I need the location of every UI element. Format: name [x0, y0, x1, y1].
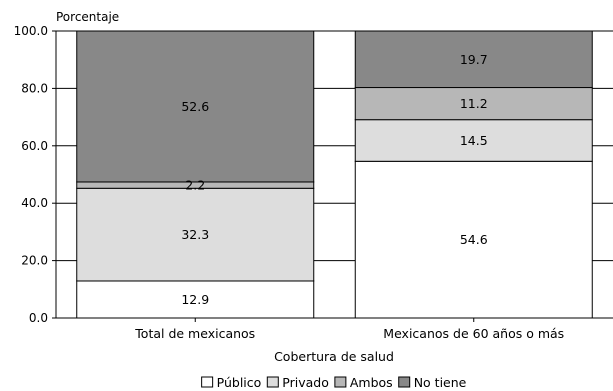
value-label: 2.2 — [185, 178, 205, 193]
bar-segment — [76, 280, 315, 319]
y-tick-label: 0.0 — [29, 311, 48, 325]
x-axis-category-labels: Total de mexicanos Mexicanos de 60 años o… — [134, 318, 564, 341]
legend-swatch — [398, 376, 411, 388]
legend-label: Privado — [282, 375, 329, 390]
y-tick-label: 60.0 — [21, 139, 48, 153]
y-tick-label: 80.0 — [21, 81, 48, 95]
legend: Público Privado Ambos No tiene — [201, 375, 467, 390]
bar-segment — [76, 30, 315, 183]
y-axis-ticks: 0.0 20.0 40.0 60.0 80.0 100.0 — [14, 24, 56, 325]
legend-swatch — [201, 376, 214, 388]
y-axis-title: Porcentaje — [56, 10, 119, 24]
y-tick-label: 100.0 — [14, 24, 48, 38]
value-label: 19.7 — [460, 52, 488, 67]
y-tick-label: 20.0 — [21, 254, 48, 268]
value-labels: 12.9 32.3 2.2 52.6 54.6 14.5 11.2 19.7 — [181, 52, 487, 307]
legend-swatch — [266, 376, 279, 388]
legend-item: Ambos — [334, 375, 393, 390]
bar-segment — [354, 119, 593, 162]
bar-stacks — [76, 30, 593, 319]
x-category-label: Mexicanos de 60 años o más — [383, 326, 564, 341]
value-label: 54.6 — [460, 232, 488, 247]
y-tick-label: 40.0 — [21, 196, 48, 210]
bar-segment — [354, 30, 593, 89]
legend-label: Ambos — [350, 375, 393, 390]
legend-item: Público — [201, 375, 262, 390]
bar-segment — [76, 187, 315, 282]
legend-swatch — [334, 376, 347, 388]
bar-segment — [354, 160, 593, 319]
axes — [55, 31, 613, 319]
x-axis-title: Cobertura de salud — [274, 349, 394, 364]
value-label: 32.3 — [181, 227, 209, 242]
legend-label: No tiene — [414, 375, 467, 390]
bar-segment — [354, 87, 593, 121]
value-label: 14.5 — [460, 133, 488, 148]
value-label: 52.6 — [181, 99, 209, 114]
value-label: 12.9 — [181, 292, 209, 307]
value-label: 11.2 — [460, 96, 488, 111]
legend-item: No tiene — [398, 375, 467, 390]
legend-label: Público — [217, 375, 262, 390]
x-category-label: Total de mexicanos — [134, 326, 255, 341]
legend-item: Privado — [266, 375, 329, 390]
